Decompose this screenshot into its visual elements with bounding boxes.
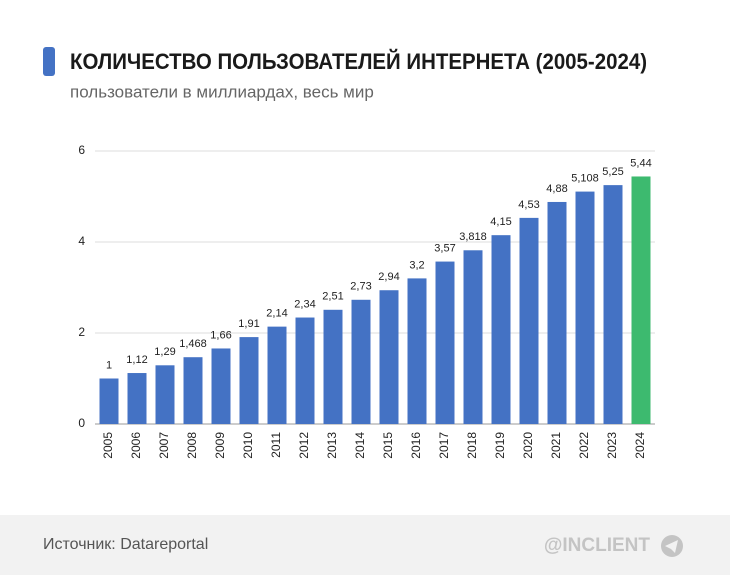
value-label: 1,91 (238, 318, 259, 330)
bar (239, 337, 259, 424)
value-label: 5,108 (571, 172, 599, 184)
chart-subtitle: пользователи в миллиардах, весь мир (70, 82, 374, 101)
bar (267, 326, 287, 424)
x-tick-label: 2017 (437, 432, 451, 459)
value-label: 2,73 (350, 281, 371, 293)
bar (575, 191, 595, 424)
chart-title: КОЛИЧЕСТВО ПОЛЬЗОВАТЕЛЕЙ ИНТЕРНЕТА (2005… (70, 49, 647, 74)
bar (603, 185, 623, 424)
bar (295, 317, 315, 424)
x-tick-label: 2024 (633, 432, 647, 459)
footer (0, 515, 730, 575)
value-label: 2,34 (294, 298, 315, 310)
x-tick-label: 2019 (493, 432, 507, 459)
x-tick-label: 2007 (157, 432, 171, 459)
x-tick-label: 2014 (353, 432, 367, 459)
x-tick-label: 2016 (409, 432, 423, 459)
x-tick-label: 2021 (549, 432, 563, 459)
x-tick-label: 2015 (381, 432, 395, 459)
bar (519, 217, 539, 424)
value-label: 3,2 (409, 259, 424, 271)
bar (127, 373, 147, 424)
value-label: 5,44 (630, 157, 651, 169)
title-marker (43, 47, 55, 76)
bar (407, 278, 427, 424)
x-tick-label: 2011 (269, 432, 283, 458)
value-label: 1,29 (154, 346, 175, 358)
x-tick-label: 2005 (101, 432, 115, 459)
source: Источник: Datareportal (43, 536, 208, 553)
x-tick-label: 2012 (297, 432, 311, 459)
x-tick-label: 2008 (185, 432, 199, 459)
x-tick-label: 2010 (241, 432, 255, 459)
x-tick-label: 2009 (213, 432, 227, 459)
bar (99, 378, 119, 424)
y-tick-label: 6 (78, 143, 85, 157)
x-tick-label: 2020 (521, 432, 535, 459)
brand: @INCLIENT (544, 535, 651, 556)
bar (211, 348, 231, 424)
value-label: 1 (106, 359, 112, 371)
value-label: 4,15 (490, 216, 511, 228)
value-label: 4,53 (518, 199, 539, 211)
value-label: 1,468 (179, 338, 207, 350)
y-tick-label: 0 (78, 416, 85, 430)
bar (183, 357, 203, 424)
value-label: 2,51 (322, 291, 343, 303)
bar (631, 176, 651, 424)
bar (379, 290, 399, 424)
value-label: 1,66 (210, 329, 231, 341)
x-tick-label: 2023 (605, 432, 619, 459)
bar (491, 235, 511, 424)
x-tick-label: 2006 (129, 432, 143, 459)
bar (547, 201, 567, 424)
value-label: 5,25 (602, 166, 623, 178)
value-label: 2,94 (378, 271, 399, 283)
bar (323, 309, 343, 424)
y-tick-label: 2 (78, 325, 85, 339)
telegram-icon (661, 535, 683, 557)
bar (351, 299, 371, 424)
bar (155, 365, 175, 424)
y-tick-label: 4 (78, 234, 85, 248)
value-label: 4,88 (546, 183, 567, 195)
value-label: 1,12 (126, 354, 147, 366)
x-tick-label: 2018 (465, 432, 479, 459)
bar (435, 261, 455, 424)
value-label: 3,818 (459, 231, 487, 243)
value-label: 3,57 (434, 242, 455, 254)
x-tick-label: 2013 (325, 432, 339, 459)
value-label: 2,14 (266, 308, 287, 320)
bar (463, 250, 483, 424)
x-tick-label: 2022 (577, 432, 591, 459)
